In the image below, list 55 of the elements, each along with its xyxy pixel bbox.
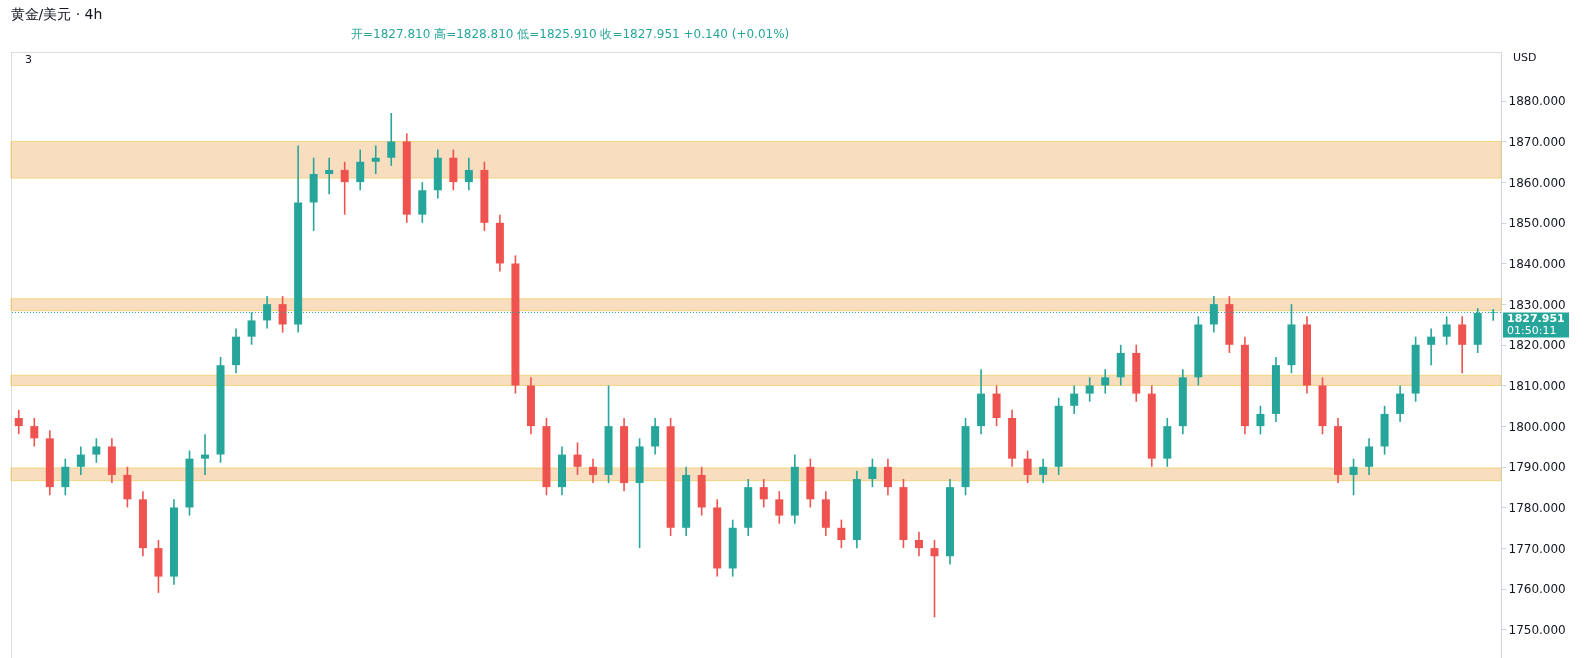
candlestick	[278, 295, 287, 334]
y-tick-label: 1750.000	[1508, 622, 1566, 637]
candlestick	[1023, 449, 1032, 484]
candlestick	[775, 490, 784, 525]
y-tick-label: 1850.000	[1508, 216, 1566, 231]
candlestick	[61, 457, 70, 497]
candlestick	[589, 457, 598, 484]
candlestick	[30, 417, 39, 448]
annotation: 3	[25, 53, 32, 66]
candlestick	[201, 433, 210, 476]
candlestick	[356, 148, 365, 192]
candlestick	[14, 409, 23, 436]
text: 开=1827.810 高=1828.810 低=1825.910 收=1827.951 +0.140 (+0.01%)	[351, 27, 790, 41]
candlestick	[573, 441, 582, 476]
candlestick	[1039, 457, 1048, 484]
y-tick-label: 1760.000	[1508, 582, 1566, 597]
candlestick	[1101, 368, 1110, 395]
y-tick-label: 1870.000	[1508, 134, 1566, 149]
candlestick	[464, 156, 473, 192]
text: 01:50:11	[1507, 324, 1557, 338]
chart-title: 黄金/美元 · 4h	[10, 6, 103, 22]
candlestick	[914, 531, 923, 558]
candlestick	[1070, 384, 1079, 415]
y-tick-label: 1810.000	[1508, 378, 1566, 393]
candlestick	[930, 539, 939, 619]
candlestick	[1085, 376, 1094, 403]
candlestick	[340, 161, 349, 216]
candlestick	[92, 437, 101, 464]
ref-line-label: 1827.951	[1507, 312, 1565, 326]
candlestick	[387, 112, 396, 167]
candlestick	[1442, 315, 1451, 346]
candlestick	[1427, 327, 1436, 366]
candlestick	[759, 478, 768, 509]
candlestick	[1349, 457, 1358, 497]
y-tick-label: 1880.000	[1508, 94, 1566, 109]
y-tick-label: 1840.000	[1508, 256, 1566, 271]
candlestick	[1396, 384, 1405, 423]
y-tick-label: 1790.000	[1508, 460, 1566, 475]
y-tick-label: 1830.000	[1508, 297, 1566, 312]
y-tick-label: 1770.000	[1508, 541, 1566, 556]
candlestick	[1458, 315, 1467, 375]
text: USD	[1513, 51, 1537, 64]
candlestick	[883, 457, 892, 497]
y-tick-label: 1780.000	[1508, 500, 1566, 515]
candlestick	[868, 457, 877, 488]
candlestick	[371, 144, 380, 175]
y-tick-label: 1820.000	[1508, 338, 1566, 353]
candlestick	[651, 417, 660, 456]
candlestick	[837, 518, 846, 549]
y-tick-label: 1800.000	[1508, 419, 1566, 434]
candlestick	[76, 445, 85, 476]
candlestick	[325, 156, 334, 196]
y-tick-label: 1860.000	[1508, 175, 1566, 190]
candlestick	[1256, 405, 1265, 436]
candlestick	[1365, 437, 1374, 476]
